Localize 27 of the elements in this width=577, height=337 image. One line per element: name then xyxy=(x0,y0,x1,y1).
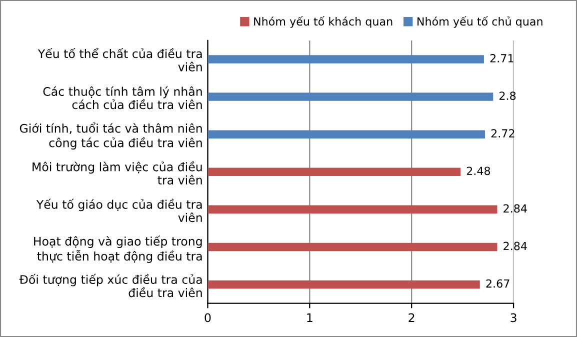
x-tick-label: 0 xyxy=(204,313,211,322)
bar xyxy=(208,205,498,214)
data-label: 2.84 xyxy=(504,242,527,250)
y-tick-label: Đối tượng tiếp xúc điều tra của điều tra viên xyxy=(19,274,202,298)
bar xyxy=(208,168,461,176)
y-tick-label: Các thuộc tính tâm lý nhân cách của điều tra viên xyxy=(43,86,202,110)
data-label: 2.48 xyxy=(466,166,490,176)
y-tick-label: Yếu tố giáo dục của điều tra viên xyxy=(36,198,202,222)
bar xyxy=(208,242,498,252)
y-tick-label: Hoạt động và giao tiếp trong thực tiễn hoạt động điều tra xyxy=(34,236,202,263)
bar xyxy=(208,55,484,64)
data-label: 2.8 xyxy=(500,92,516,100)
legend-label: Nhóm yếu tố khách quan xyxy=(254,16,392,28)
data-label: 2.67 xyxy=(486,279,510,288)
bar xyxy=(208,280,480,289)
x-tick-label: 2 xyxy=(408,313,414,322)
legend-label: Nhóm yếu tố chủ quan xyxy=(418,16,542,28)
y-tick-label: Yếu tố thể chất của điều tra viên xyxy=(38,48,202,72)
x-tick-label: 3 xyxy=(510,313,516,322)
bar xyxy=(208,92,494,101)
x-tick-label: 1 xyxy=(307,313,312,322)
data-label: 2.72 xyxy=(491,129,514,138)
bar xyxy=(208,130,485,138)
y-tick-label: Giới tính, tuổi tác và thâm niên công tác của điều tra viên xyxy=(20,122,202,150)
y-tick-label: Môi trường làm việc của điều tra viên xyxy=(32,161,202,185)
data-label: 2.71 xyxy=(490,54,514,62)
data-label: 2.84 xyxy=(504,204,527,213)
